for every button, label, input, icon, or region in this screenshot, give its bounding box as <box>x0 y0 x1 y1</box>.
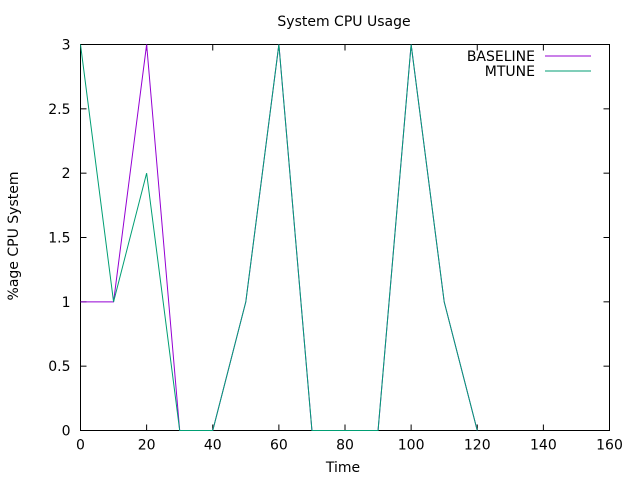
y-tick-label: 0 <box>62 424 71 440</box>
series-line-mtune <box>80 44 478 431</box>
y-tick-label: 3 <box>62 38 71 54</box>
axis-ticks: 0 20 40 60 80 100 120 140 160 0 0.5 1 1.5 2 2.5 3 <box>48 38 623 454</box>
legend-label-baseline: BASELINE <box>467 49 535 65</box>
chart-title: System CPU Usage <box>277 14 410 30</box>
x-tick-label: 160 <box>596 438 623 454</box>
x-tick-label: 80 <box>336 438 354 454</box>
x-axis-label: Time <box>325 460 360 476</box>
y-tick-label: 0.5 <box>48 359 70 375</box>
x-tick-label: 60 <box>270 438 288 454</box>
legend-label-mtune: MTUNE <box>485 64 535 80</box>
y-tick-label: 2.5 <box>48 102 70 118</box>
y-axis-label: %age CPU System <box>6 172 22 301</box>
x-tick-label: 20 <box>138 438 156 454</box>
y-tick-label: 2 <box>62 166 71 182</box>
y-tick-label: 1.5 <box>48 231 70 247</box>
series-line-baseline <box>80 44 478 431</box>
x-tick-label: 0 <box>76 438 85 454</box>
x-tick-label: 40 <box>204 438 222 454</box>
x-tick-label: 140 <box>530 438 557 454</box>
plot-frame <box>80 44 610 431</box>
series-lines <box>80 44 478 431</box>
x-tick-label: 100 <box>398 438 425 454</box>
y-tick-label: 1 <box>62 295 71 311</box>
x-tick-label: 120 <box>464 438 491 454</box>
